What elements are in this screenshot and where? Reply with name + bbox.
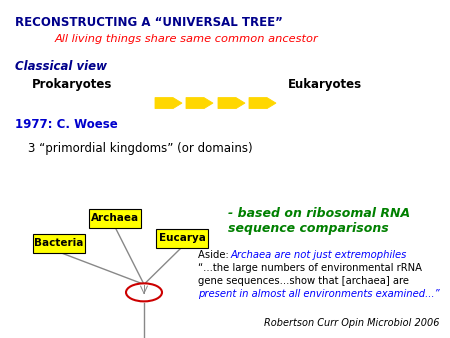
Text: present in almost all environments examined...”: present in almost all environments exami…: [198, 289, 440, 299]
Text: 1977: C. Woese: 1977: C. Woese: [15, 118, 118, 131]
Text: Eucarya: Eucarya: [159, 233, 206, 243]
FancyBboxPatch shape: [32, 234, 85, 253]
Text: Eukaryotes: Eukaryotes: [288, 78, 362, 91]
Text: RECONSTRUCTING A “UNIVERSAL TREE”: RECONSTRUCTING A “UNIVERSAL TREE”: [15, 16, 283, 29]
Text: sequence comparisons: sequence comparisons: [228, 222, 389, 235]
Text: Archaea are not just extremophiles: Archaea are not just extremophiles: [231, 250, 407, 260]
FancyBboxPatch shape: [89, 209, 141, 227]
Text: Bacteria: Bacteria: [34, 238, 83, 248]
Text: Archaea: Archaea: [91, 213, 139, 223]
Text: 3 “primordial kingdoms” (or domains): 3 “primordial kingdoms” (or domains): [28, 142, 252, 155]
Text: Prokaryotes: Prokaryotes: [32, 78, 112, 91]
Text: Aside:: Aside:: [198, 250, 235, 260]
FancyBboxPatch shape: [156, 229, 208, 248]
Ellipse shape: [126, 283, 162, 301]
Text: - based on ribosomal RNA: - based on ribosomal RNA: [228, 207, 410, 220]
Text: “...the large numbers of environmental rRNA: “...the large numbers of environmental r…: [198, 263, 422, 273]
Text: All living things share same common ancestor: All living things share same common ance…: [55, 34, 319, 44]
Text: Classical view: Classical view: [15, 60, 107, 73]
FancyArrow shape: [155, 98, 182, 108]
Text: Robertson Curr Opin Microbiol 2006: Robertson Curr Opin Microbiol 2006: [265, 318, 440, 328]
FancyArrow shape: [218, 98, 245, 108]
Text: gene sequences...show that [archaea] are: gene sequences...show that [archaea] are: [198, 276, 409, 286]
FancyArrow shape: [249, 98, 276, 108]
FancyArrow shape: [186, 98, 213, 108]
